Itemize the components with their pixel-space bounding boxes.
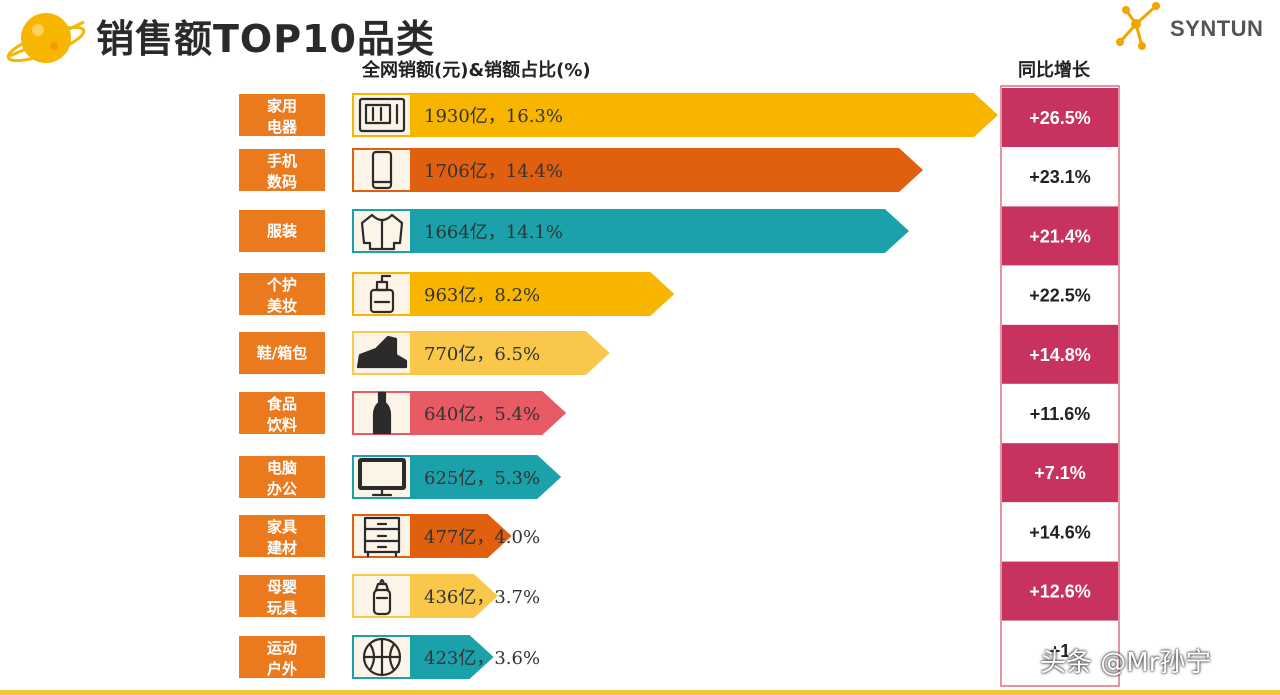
sneaker-icon [356, 335, 408, 369]
growth-label: +11.6% [1030, 404, 1091, 424]
value-label: 770亿，6.5% [424, 344, 540, 365]
category-label: 服装 [267, 222, 298, 240]
growth-label: +12.6% [1029, 582, 1091, 602]
bottom-strip [0, 690, 1280, 695]
sales-column-header: 全网销额(元)&销额占比(%) [362, 60, 591, 81]
cabinet-icon [363, 516, 401, 558]
growth-cell [1002, 88, 1118, 147]
value-label: 625亿，5.3% [424, 468, 540, 489]
monitor-icon [358, 458, 406, 497]
growth-cell [1002, 147, 1118, 207]
growth-column-frame [1000, 85, 1120, 687]
category-label: 电脑办公 [267, 459, 297, 498]
growth-label: +26.5% [1029, 108, 1091, 128]
syntun-logo-icon [1116, 2, 1160, 50]
value-label: 477亿，4.0% [424, 527, 540, 548]
baby-bottle-icon [372, 578, 392, 616]
planet-logo-icon [6, 13, 86, 63]
growth-label: +14.8% [1029, 345, 1091, 365]
sales-bar [352, 272, 675, 316]
phone-icon [371, 150, 393, 190]
category-label-box [239, 392, 325, 434]
value-label: 1930亿，16.3% [424, 106, 563, 127]
growth-cell [1002, 443, 1118, 503]
growth-cell [1002, 324, 1118, 384]
category-label-box [239, 332, 325, 374]
category-label-box [239, 273, 325, 315]
growth-cell [1002, 265, 1118, 325]
category-label-box [239, 94, 325, 136]
growth-label: +14.6% [1029, 522, 1091, 542]
value-label: 640亿，5.4% [424, 404, 540, 425]
clothing-icon [360, 213, 404, 251]
icon-box [354, 576, 410, 616]
watermark: 头条 @Mr孙宁 [1040, 648, 1212, 678]
value-label: 1664亿，14.1% [424, 222, 563, 243]
growth-label: +7.1% [1034, 463, 1086, 483]
category-label: 母婴玩具 [267, 578, 297, 617]
sales-bar [352, 148, 924, 192]
value-label: 1706亿，14.4% [424, 161, 563, 182]
value-label: 423亿，3.6% [424, 648, 540, 669]
growth-cell [1002, 384, 1118, 443]
category-label-box [239, 575, 325, 617]
category-label-box [239, 456, 325, 498]
growth-label: +1 [1050, 641, 1071, 661]
sales-bar [352, 93, 998, 137]
value-label: 963亿，8.2% [424, 285, 540, 306]
growth-cell [1002, 620, 1118, 680]
growth-column-header: 同比增长 [1018, 60, 1090, 81]
category-label: 个护美妆 [266, 276, 297, 315]
sales-bar [352, 209, 909, 253]
wine-bottle-icon [372, 391, 392, 435]
growth-cell [1002, 502, 1118, 562]
logo-text: SYNTUN [1170, 16, 1264, 41]
microwave-icon [358, 97, 406, 133]
growth-label: +22.5% [1029, 286, 1091, 306]
category-label-box [239, 515, 325, 557]
category-label: 家用电器 [267, 97, 298, 136]
category-label: 鞋/箱包 [257, 344, 307, 362]
basketball-icon [362, 637, 402, 677]
growth-cell [1002, 206, 1118, 266]
category-label: 手机数码 [267, 152, 297, 191]
category-label: 家具建材 [267, 518, 297, 557]
page-title: 销售额TOP10品类 [96, 17, 435, 61]
category-label-box [239, 636, 325, 678]
value-label: 436亿，3.7% [424, 587, 540, 608]
category-label-box [239, 210, 325, 252]
category-label: 食品饮料 [266, 395, 297, 434]
lotion-bottle-icon [369, 274, 395, 314]
growth-cell [1002, 561, 1118, 621]
growth-label: +23.1% [1029, 167, 1091, 187]
category-label: 运动户外 [267, 639, 297, 678]
category-label-box [239, 149, 325, 191]
icon-box [354, 150, 410, 190]
sales-bar [352, 331, 610, 375]
growth-label: +21.4% [1029, 226, 1091, 246]
